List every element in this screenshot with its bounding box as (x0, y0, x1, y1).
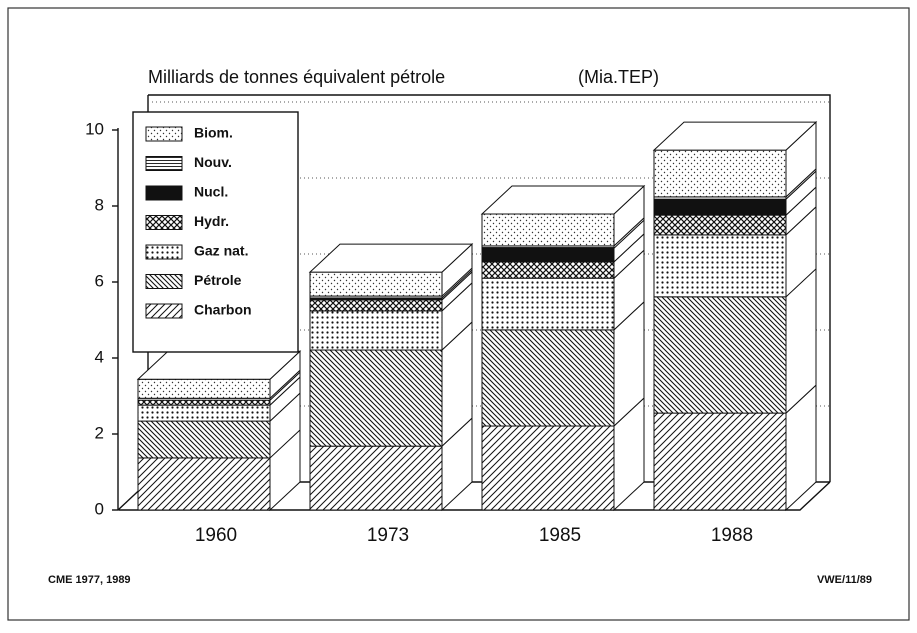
bar-segment (481, 277, 615, 331)
bar-segment (309, 271, 443, 297)
legend-swatch (145, 185, 183, 201)
bar-segment (653, 198, 787, 216)
legend-label: Biom. (194, 125, 233, 141)
legend-label: Pétrole (194, 272, 242, 288)
legend-label: Charbon (194, 302, 252, 318)
legend-swatch (145, 274, 183, 289)
legend-swatch (145, 303, 183, 319)
bar-segment (481, 247, 615, 263)
legend-label: Nucl. (194, 184, 228, 200)
legend-swatch (145, 126, 183, 142)
bar-segment (309, 445, 443, 511)
y-tick-label: 8 (95, 195, 104, 214)
bar-segment (309, 349, 443, 447)
y-tick-label: 2 (95, 423, 104, 442)
bar-segment (137, 457, 271, 511)
x-tick-label: 1988 (711, 525, 753, 546)
y-tick-label: 4 (95, 347, 104, 366)
bar-segment (137, 404, 271, 422)
x-tick-label: 1973 (367, 525, 409, 546)
bar-top (308, 243, 474, 273)
legend-label: Nouv. (194, 154, 232, 170)
bar-segment (309, 299, 443, 312)
x-tick-label: 1985 (539, 525, 581, 546)
legend-box (132, 111, 299, 353)
credit: VWE/11/89 (817, 574, 872, 586)
source: CME 1977, 1989 (48, 574, 131, 586)
bar-segment (309, 310, 443, 351)
bar-segment (481, 425, 615, 511)
bar-segment (653, 214, 787, 236)
y-tick-label: 0 (95, 499, 104, 518)
chart-title: Milliards de tonnes équivalent pétrole (148, 67, 445, 87)
legend-swatch (145, 215, 183, 230)
bar-top (652, 121, 818, 151)
bar-segment (653, 234, 787, 298)
bar-segment (653, 412, 787, 511)
legend-label: Hydr. (194, 213, 229, 229)
bar-segment (481, 329, 615, 427)
bar-segment (653, 296, 787, 414)
bar-segment (137, 420, 271, 459)
bar-top (480, 185, 646, 215)
bar-segment (481, 261, 615, 279)
legend-swatch (145, 244, 183, 260)
x-tick-label: 1960 (195, 525, 237, 546)
bar-segment (137, 378, 271, 399)
bar-segment (137, 399, 271, 406)
y-tick-label: 6 (95, 271, 104, 290)
frame (7, 7, 910, 621)
chart-subtitle: (Mia.TEP) (578, 67, 659, 87)
bar-segment (653, 149, 787, 198)
legend-label: Gaz nat. (194, 243, 248, 259)
y-tick-label: 10 (85, 119, 104, 138)
bar-top (136, 350, 302, 380)
legend: Charbon Pétrole Gaz nat. Hydr. Nucl. Nouv. Bio… (132, 111, 299, 353)
legend-swatch (145, 156, 183, 171)
bar-segment (481, 213, 615, 247)
